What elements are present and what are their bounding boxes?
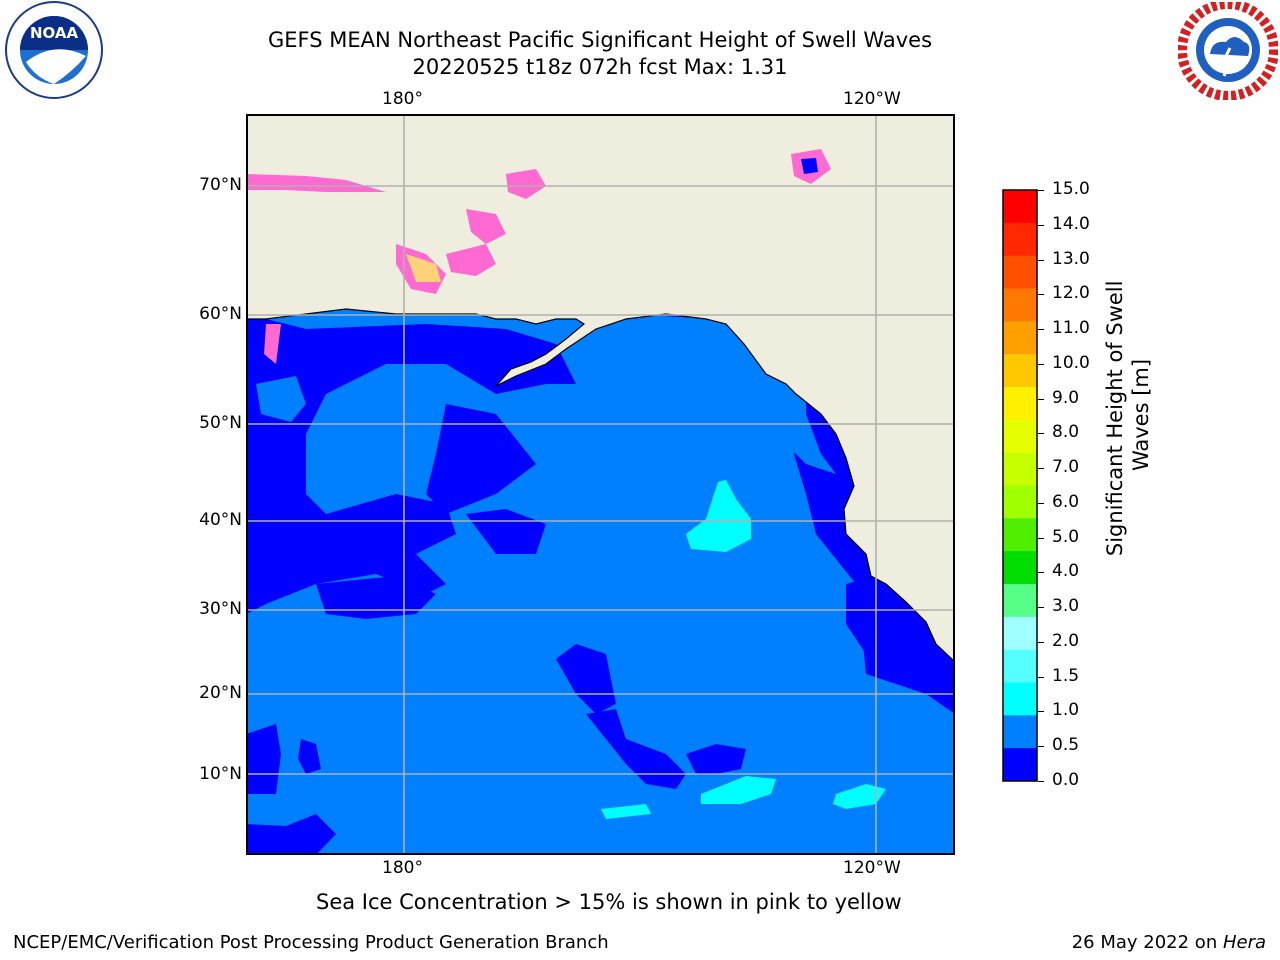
colorbar-swatch [1003,190,1037,224]
colorbar-tick-label: 11.0 [1052,318,1090,339]
colorbar-swatch [1003,387,1037,421]
colorbar-swatch [1003,452,1037,486]
colorbar-tick-mark [1038,398,1044,400]
colorbar-tick-mark [1038,433,1044,435]
colorbar-frame [1002,189,1038,782]
lon-label-bottom-180: 180° [382,858,423,878]
colorbar-tick-label: 0.5 [1052,735,1080,756]
colorbar-tick-mark [1038,537,1044,539]
colorbar-tick-mark [1038,468,1044,470]
colorbar-tick-label: 14.0 [1052,213,1090,234]
colorbar-swatch [1003,321,1037,355]
date-text: 26 May 2022 on Hera [1072,932,1266,953]
sea-ice [247,149,831,364]
lon-label-top-180: 180° [382,89,423,109]
colorbar-swatch [1003,255,1037,289]
lat-label-40n: 40°N [199,510,242,530]
swell-height-map [246,114,955,855]
colorbar-tick-label: 15.0 [1052,179,1090,199]
colorbar-tick-mark [1038,259,1044,261]
colorbar-tick-mark [1038,746,1044,748]
colorbar-tick-label: 0.0 [1052,770,1080,790]
colorbar-tick-label: 4.0 [1052,561,1080,582]
lon-label-top-120w: 120°W [843,89,901,109]
colorbar-tick-mark [1038,363,1044,365]
colorbar-swatch [1003,518,1037,552]
colorbar-tick-label: 8.0 [1052,422,1080,443]
credit-text: NCEP/EMC/Verification Post Processing Pr… [13,932,609,953]
colorbar-swatch [1003,748,1037,782]
colorbar-swatch [1003,649,1037,683]
colorbar-tick-mark [1038,294,1044,296]
machine-name: Hera [1222,932,1266,953]
noaa-logo: NOAA [5,1,103,99]
map-subtitle: 20220525 t18z 072h fcst Max: 1.31 [412,55,788,79]
lat-label-60n: 60°N [199,304,242,324]
colorbar-tick-label: 1.5 [1052,665,1080,686]
land-masses [247,115,954,662]
colorbar-tick-mark [1038,329,1044,331]
sea-ice-note: Sea Ice Concentration > 15% is shown in … [316,890,902,914]
colorbar-swatch [1003,354,1037,388]
graticule [247,115,954,854]
colorbar-tick-mark [1038,781,1044,782]
colorbar-swatch [1003,715,1037,749]
nws-logo [1178,2,1278,100]
colorbar-tick-label: 13.0 [1052,248,1090,269]
colorbar-swatch [1003,616,1037,651]
high-swell-regions [601,480,886,819]
lat-label-50n: 50°N [199,413,242,433]
mid-swell-regions [256,376,836,474]
colorbar-swatch [1003,584,1037,618]
colorbar-tick-mark [1038,676,1044,678]
colorbar-tick-label: 3.0 [1052,596,1080,617]
colorbar-swatch [1003,222,1037,257]
colorbar-tick-mark [1038,711,1044,713]
colorbar-tick-label: 5.0 [1052,526,1080,547]
colorbar-swatch [1003,288,1037,322]
colorbar-tick-mark [1038,190,1044,191]
svg-text:NOAA: NOAA [30,24,79,42]
lon-label-bottom-120w: 120°W [843,858,901,878]
colorbar-tick-label: 6.0 [1052,491,1080,512]
colorbar [1002,189,1038,782]
svg-text:Significant Height of Swell: Significant Height of Swell Waves [m] [1103,274,1153,556]
map-frame [246,114,955,855]
colorbar-tick-label: 2.0 [1052,630,1080,651]
lat-label-10n: 10°N [199,764,242,784]
colorbar-tick-label: 12.0 [1052,283,1090,304]
colorbar-tick-mark [1038,572,1044,574]
colorbar-swatch [1003,551,1037,585]
lat-label-30n: 30°N [199,599,242,619]
lat-label-70n: 70°N [199,175,242,195]
colorbar-tick-label: 9.0 [1052,387,1080,408]
colorbar-tick-mark [1038,641,1044,643]
map-title: GEFS MEAN Northeast Pacific Significant … [267,28,933,52]
colorbar-tick-mark [1038,224,1044,226]
colorbar-tick-label: 10.0 [1052,352,1090,373]
colorbar-tick-label: 1.0 [1052,700,1080,721]
colorbar-tick-mark [1038,502,1044,504]
colorbar-swatch [1003,419,1037,454]
colorbar-tick-label: 7.0 [1052,457,1080,478]
colorbar-label: Significant Height of Swell Waves [m] [1103,274,1153,557]
colorbar-tick-mark [1038,607,1044,609]
date-value: 26 May 2022 on [1071,932,1223,953]
colorbar-swatch [1003,682,1037,716]
lat-label-20n: 20°N [199,683,242,703]
colorbar-swatch [1003,485,1037,519]
